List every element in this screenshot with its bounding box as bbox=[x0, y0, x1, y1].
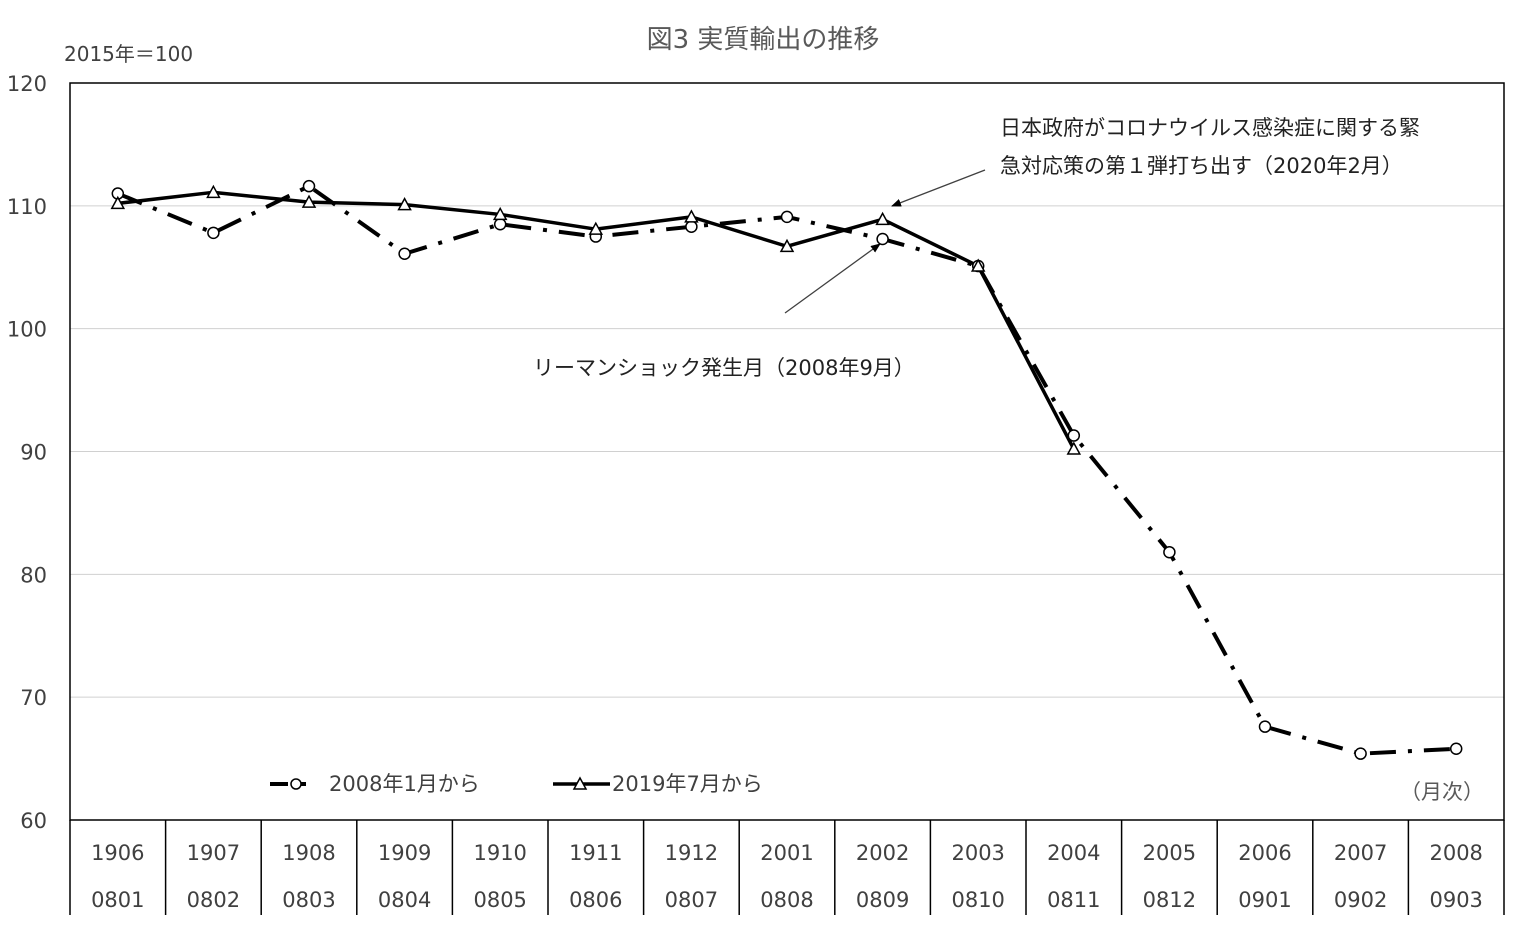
chart-title: 図3 実質輸出の推移 bbox=[647, 25, 880, 55]
series-1-point bbox=[685, 220, 698, 233]
x-tick-label-top: 1907 bbox=[187, 841, 240, 865]
y-tick-label: 100 bbox=[7, 318, 47, 342]
series-2-point bbox=[206, 184, 221, 199]
x-tick-label-top: 2004 bbox=[1047, 841, 1100, 865]
y-tick-label: 110 bbox=[7, 195, 47, 219]
series-1-point bbox=[780, 210, 794, 224]
gridlines bbox=[69, 82, 1505, 821]
series-1-line bbox=[117, 184, 1457, 756]
x-tick-label-bottom: 0903 bbox=[1429, 888, 1482, 912]
x-tick-label-bottom: 0811 bbox=[1047, 888, 1100, 912]
y-tick-label: 70 bbox=[20, 686, 47, 710]
x-tick-label-top: 1912 bbox=[665, 841, 718, 865]
unit-label: 2015年＝100 bbox=[64, 42, 193, 66]
annotation-covid-line2: 急対応策の第１弾打ち出す（2020年2月） bbox=[1000, 154, 1403, 178]
x-tick-label-top: 1911 bbox=[569, 841, 622, 865]
x-tick-label-top: 1908 bbox=[282, 841, 335, 865]
series-1-point bbox=[1258, 720, 1272, 733]
x-tick-label-bottom: 0805 bbox=[473, 888, 526, 912]
x-tick-label-bottom: 0901 bbox=[1238, 888, 1291, 912]
series-2-point bbox=[301, 194, 317, 208]
x-tick-label-top: 1909 bbox=[378, 841, 431, 865]
series-2-point bbox=[397, 197, 412, 211]
x-tick-label-top: 2003 bbox=[951, 841, 1004, 865]
x-tick-label-top: 2007 bbox=[1334, 841, 1387, 865]
series-2-point bbox=[684, 209, 699, 223]
series-2-point bbox=[492, 206, 508, 221]
x-unit-label: （月次） bbox=[1400, 780, 1484, 804]
series-layer bbox=[110, 179, 1463, 760]
series-2-point bbox=[779, 238, 795, 253]
x-tick-label-top: 2002 bbox=[856, 841, 909, 865]
x-tick-label-bottom: 0803 bbox=[282, 888, 335, 912]
x-tick-label-top: 2008 bbox=[1429, 841, 1482, 865]
series-2-point bbox=[588, 221, 604, 235]
series-2-point bbox=[875, 211, 890, 226]
series-2-point bbox=[970, 258, 986, 272]
series-1-point bbox=[398, 247, 411, 260]
series-1-point bbox=[493, 218, 507, 231]
series-2-point bbox=[1066, 441, 1082, 455]
x-tick-label-bottom: 0809 bbox=[856, 888, 909, 912]
x-tick-label-bottom: 0807 bbox=[665, 888, 718, 912]
y-tick-label: 90 bbox=[20, 441, 47, 465]
series-1-point bbox=[1354, 747, 1367, 760]
x-tick-label-bottom: 0806 bbox=[569, 888, 622, 912]
x-tick-label-top: 2005 bbox=[1143, 841, 1196, 865]
x-tick-label-top: 1910 bbox=[473, 841, 526, 865]
series-1-point bbox=[1449, 742, 1463, 756]
y-tick-label: 120 bbox=[7, 72, 47, 96]
x-tick-label-top: 2006 bbox=[1238, 841, 1291, 865]
legend-series-2-marker bbox=[572, 776, 588, 790]
annotation-covid-line1: 日本政府がコロナウイルス感染症に関する緊 bbox=[1000, 116, 1420, 140]
legend-series-1-marker bbox=[290, 778, 302, 790]
legend-series-1-label: 2008年1月から bbox=[329, 772, 480, 796]
y-axis: 120 110 100 90 80 70 60 bbox=[7, 72, 47, 833]
series-2-point bbox=[110, 195, 126, 210]
series-1-point bbox=[302, 179, 316, 193]
annotation-lehman-text: リーマンショック発生月（2008年9月） bbox=[533, 356, 915, 380]
plot-frame bbox=[69, 82, 1505, 821]
x-tick-label-bottom: 0902 bbox=[1334, 888, 1387, 912]
x-tick-label-bottom: 0808 bbox=[760, 888, 813, 912]
y-tick-label: 80 bbox=[20, 563, 47, 587]
x-tick-label-bottom: 0804 bbox=[378, 888, 431, 912]
x-tick-label-bottom: 0810 bbox=[951, 888, 1004, 912]
legend-series-2-label: 2019年7月から bbox=[612, 772, 763, 796]
x-axis: 1906 0801 1907 0802 1908 0803 1909 0804 1910 0805… bbox=[69, 820, 1505, 915]
x-tick-label-bottom: 0802 bbox=[187, 888, 240, 912]
series-1-point bbox=[1163, 545, 1176, 559]
annotation-covid-arrow bbox=[891, 169, 986, 207]
series-1-point bbox=[876, 232, 889, 246]
annotations: 日本政府がコロナウイルス感染症に関する緊 急対応策の第１弾打ち出す（2020年2… bbox=[533, 116, 1420, 380]
x-tick-label-top: 1906 bbox=[91, 841, 144, 865]
series-1-point bbox=[207, 226, 220, 240]
x-tick-label-top: 2001 bbox=[760, 841, 813, 865]
annotation-lehman-arrow bbox=[784, 243, 881, 314]
legend: 2008年1月から 2019年7月から bbox=[270, 772, 763, 796]
x-tick-label-bottom: 0801 bbox=[91, 888, 144, 912]
y-tick-label: 60 bbox=[20, 809, 47, 833]
x-tick-label-bottom: 0812 bbox=[1143, 888, 1196, 912]
series-1-point bbox=[1067, 429, 1081, 442]
